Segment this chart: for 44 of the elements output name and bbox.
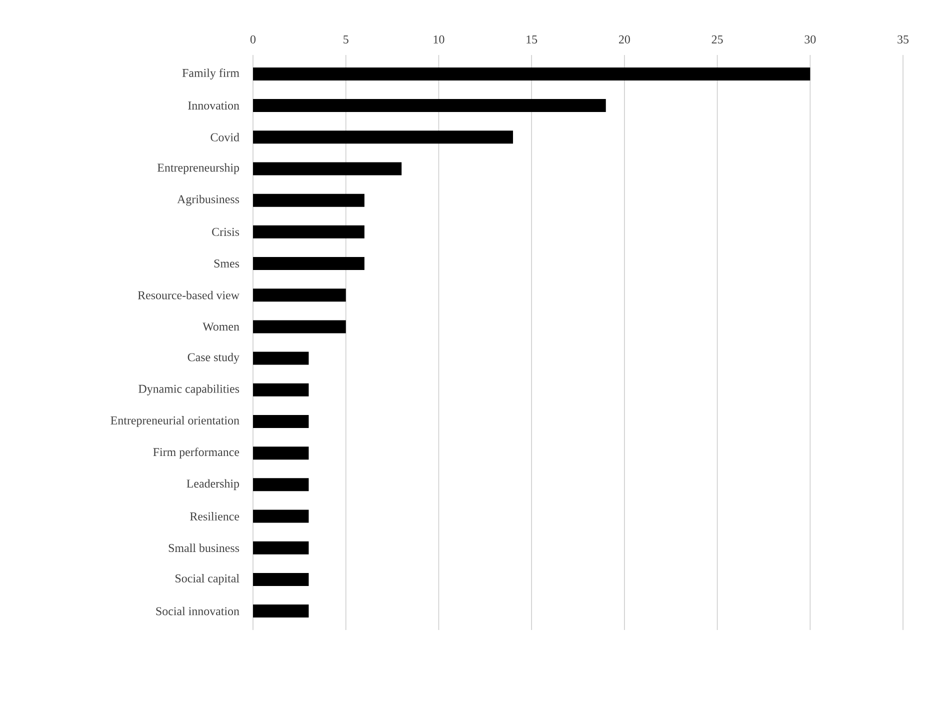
- y-tick-label: Agribusiness: [177, 194, 240, 206]
- x-tick-label: 25: [712, 35, 723, 44]
- y-tick-label: Smes: [214, 259, 240, 268]
- y-tick-label: Small business: [168, 544, 240, 552]
- bar: [253, 541, 309, 554]
- y-tick-label: Social capital: [176, 574, 240, 585]
- x-tick-label: 5: [344, 36, 348, 44]
- bar: [253, 604, 309, 618]
- y-tick-label: Innovation: [188, 102, 240, 110]
- y-tick-label: Resilience: [190, 512, 240, 520]
- y-tick-label: Covid: [210, 132, 240, 142]
- y-tick-label: Women: [202, 322, 240, 331]
- x-tick-label: 10: [434, 35, 444, 44]
- x-tick-label: 15: [526, 35, 538, 44]
- bar: [253, 162, 402, 176]
- x-tick-label: 20: [618, 35, 630, 44]
- y-tick-label: Case study: [188, 352, 240, 364]
- y-tick-label: Crisis: [212, 228, 240, 236]
- bar: [253, 99, 606, 112]
- x-tick-label: 35: [898, 35, 909, 44]
- y-tick-label: Resource-based view: [138, 290, 240, 300]
- bar: [253, 510, 309, 523]
- bar: [253, 446, 309, 460]
- bar: [253, 67, 810, 80]
- bar: [253, 225, 364, 238]
- y-tick-label: Firm performance: [153, 448, 240, 459]
- bar: [253, 383, 309, 396]
- y-tick-label: Social innovation: [156, 606, 240, 616]
- bar: [253, 572, 309, 586]
- x-tick-label: 0: [250, 35, 256, 44]
- bar: [253, 320, 346, 334]
- x-tick-label: 30: [804, 35, 816, 44]
- bar: [253, 194, 364, 207]
- bar: [253, 257, 364, 270]
- bar: [253, 352, 309, 365]
- y-tick-label: Leadership: [186, 479, 240, 490]
- y-tick-label: Dynamic capabilities: [138, 384, 240, 396]
- bar: [253, 130, 514, 144]
- bar: [253, 478, 309, 492]
- y-tick-label: Family firm: [182, 68, 240, 80]
- y-tick-label: Entrepreneurship: [158, 163, 240, 174]
- y-tick-label: Entrepreneurial orientation: [110, 416, 240, 427]
- bar: [253, 414, 309, 428]
- bar: [253, 288, 346, 302]
